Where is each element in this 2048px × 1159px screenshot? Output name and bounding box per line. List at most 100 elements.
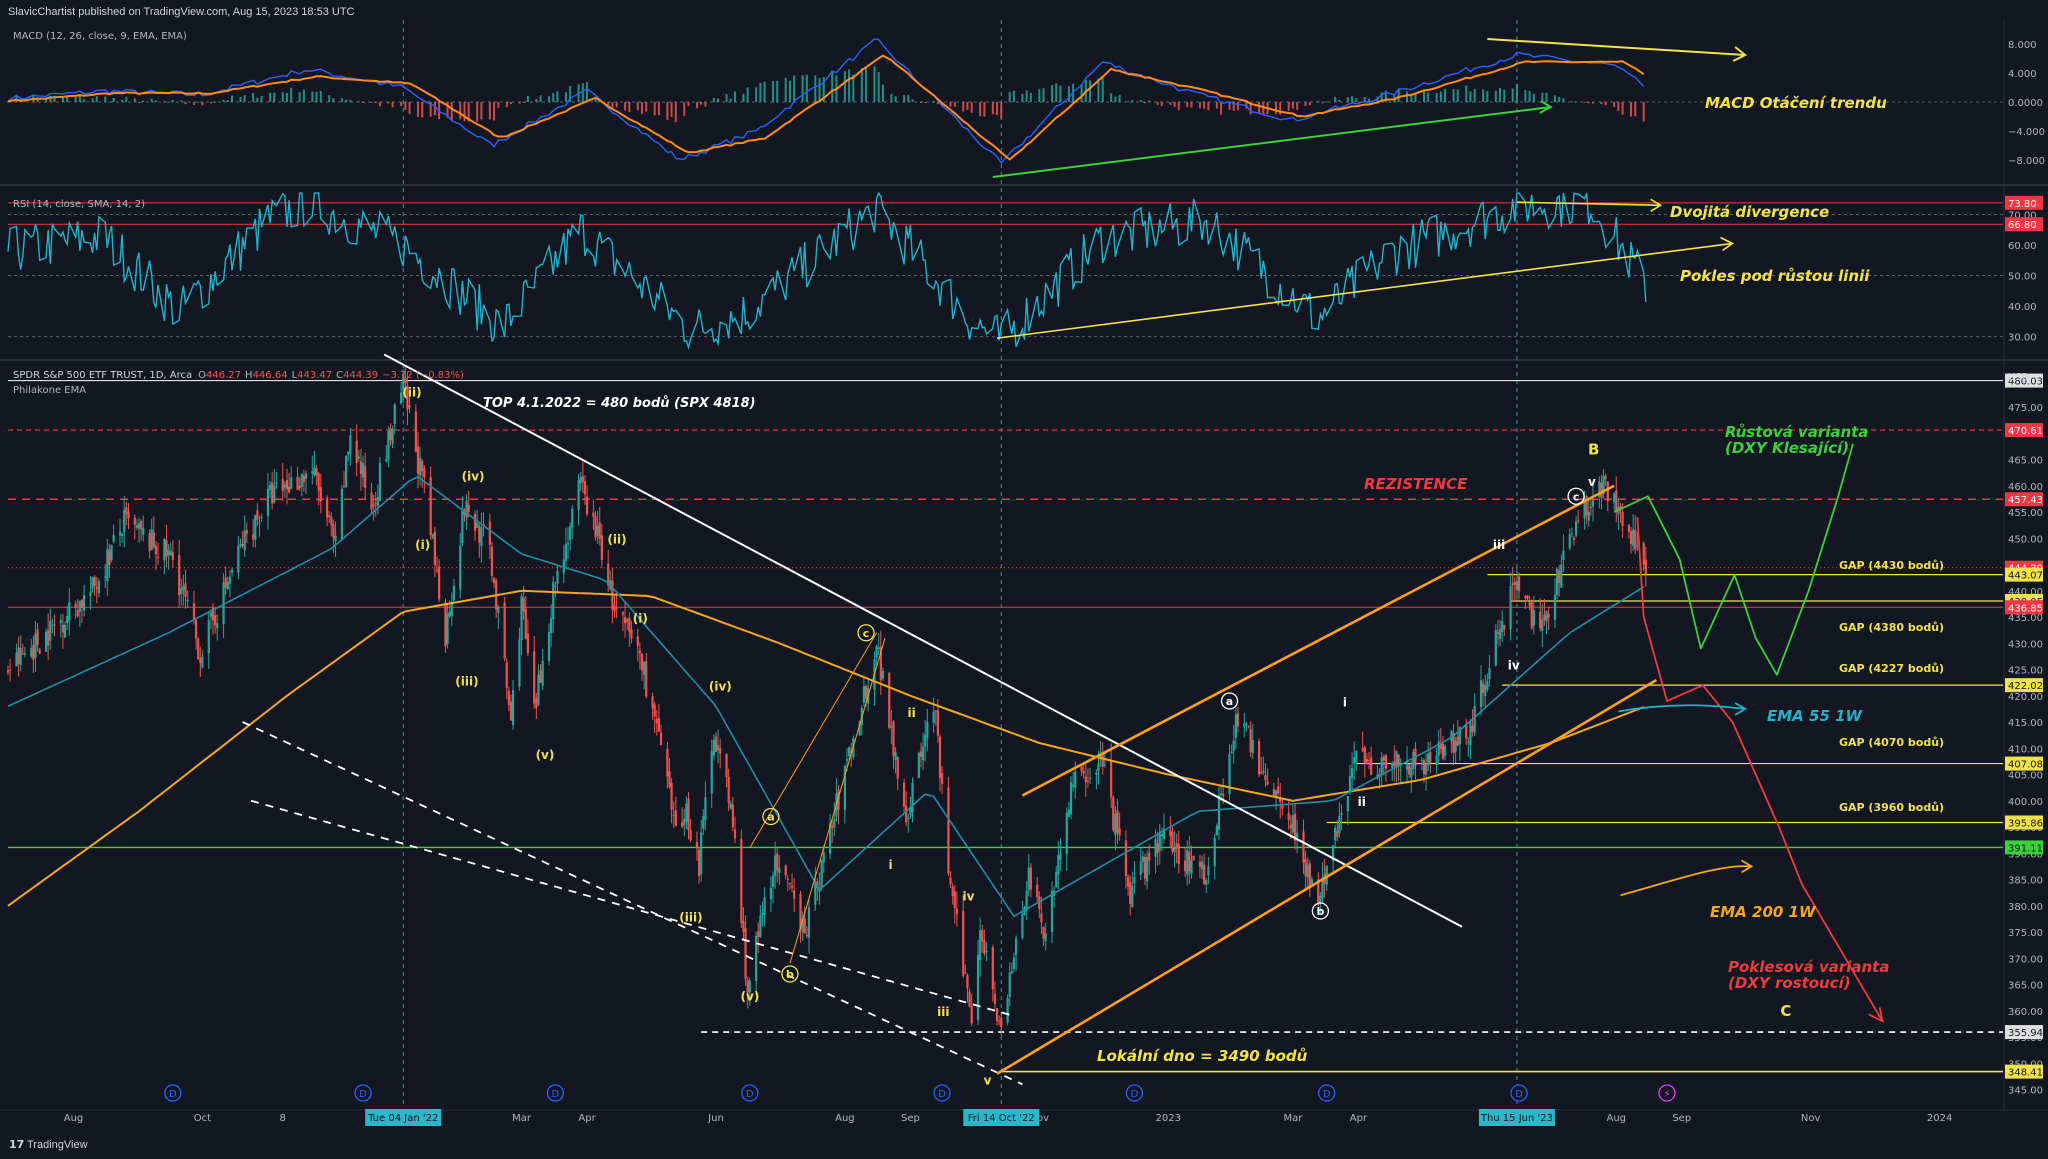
candle-body [626, 619, 629, 622]
macd-histogram-bar [877, 72, 880, 102]
candle-body [1317, 879, 1320, 906]
candle-body [1251, 739, 1254, 753]
candle-body [182, 586, 185, 590]
macd-histogram-bar [1131, 100, 1134, 102]
candle-body [848, 747, 851, 757]
macd-histogram-bar [1143, 102, 1146, 104]
candle-body [433, 531, 436, 566]
candle-body [947, 787, 950, 874]
candle-body [1029, 867, 1032, 890]
candle-body [970, 1005, 973, 1024]
macd-histogram-bar [201, 102, 204, 106]
candle-body [1243, 723, 1246, 727]
candle-body [786, 878, 789, 880]
wave-label: iv [962, 890, 974, 904]
macd-histogram-bar [421, 102, 424, 118]
macd-histogram-bar [209, 102, 212, 104]
candle-body [224, 577, 227, 588]
candle-body [666, 748, 669, 777]
macd-histogram-bar [746, 87, 749, 102]
candle-body [1281, 805, 1284, 809]
candle-body [340, 488, 344, 539]
macd-line [7, 38, 1645, 165]
macd-histogram-bar [1338, 100, 1341, 102]
candle-body [1302, 831, 1305, 863]
candle-body [831, 825, 834, 829]
time-axis-label: 8 [280, 1113, 286, 1124]
candle-body [998, 1020, 1001, 1022]
candle-body [1545, 610, 1548, 622]
candle-body [345, 455, 348, 488]
candle-body [964, 972, 967, 974]
candle-body [1503, 625, 1506, 630]
candle-body [230, 569, 234, 573]
candle-body [1427, 753, 1430, 766]
macd-histogram-bar [1422, 90, 1425, 102]
event-marker [354, 1084, 372, 1102]
macd-histogram-bar [1486, 91, 1489, 102]
candle-body [1498, 629, 1502, 639]
candle-body [1441, 744, 1445, 759]
candle-body [1175, 843, 1178, 850]
candle-body [357, 456, 360, 459]
candle-body [1274, 790, 1278, 798]
macd-histogram-bar [581, 83, 584, 102]
tv-icon: 17 [9, 1138, 24, 1151]
legend-low: 443.47 [297, 370, 332, 381]
wave-circle-label: b [1316, 905, 1324, 918]
rsi-badge-1: 66.80 [2008, 220, 2037, 231]
candle-body [1494, 630, 1497, 666]
time-axis-label: Aug [1606, 1113, 1626, 1124]
candle-body [1501, 621, 1504, 633]
candle-body [1156, 843, 1159, 853]
macd-histogram-bar [192, 102, 195, 105]
candle-body [93, 577, 96, 587]
price-tick-3: 455.00 [2008, 508, 2043, 519]
candle-body [290, 477, 293, 489]
tradingview-logo[interactable]: 17 TradingView [9, 1138, 88, 1151]
macd-histogram-bar [1089, 80, 1092, 102]
macd-histogram-bar [260, 95, 263, 102]
candle-body [1258, 740, 1261, 775]
macd-histogram-bar [1351, 96, 1354, 102]
macd-histogram-bar [222, 99, 225, 102]
event-marker [164, 1084, 182, 1102]
macd-histogram-bar [1524, 90, 1527, 102]
time-highlight-bg [365, 1109, 442, 1126]
macd-histogram-bar [996, 102, 999, 116]
candle-body [1572, 537, 1576, 540]
macd-histogram-bar [1469, 91, 1472, 102]
legend-close: 444.39 [343, 370, 378, 381]
macd-histogram-bar [949, 102, 952, 107]
macd-histogram-bar [1452, 89, 1455, 102]
candle-body [254, 515, 257, 540]
macd-histogram-bar [818, 77, 821, 102]
time-axis-label: 2024 [1927, 1113, 1952, 1124]
candle-body [1289, 824, 1292, 829]
macd-histogram-bar [670, 102, 673, 117]
macd-histogram-bar [497, 102, 500, 108]
price-tick-8: 430.00 [2008, 639, 2043, 650]
macd-histogram-bar [645, 102, 648, 112]
macd-histogram-bar [1367, 98, 1370, 102]
candle-body [36, 629, 39, 646]
candle-body [585, 496, 589, 515]
macd-histogram-bar [983, 102, 986, 117]
candle-body [668, 771, 671, 787]
macd-histogram-bar [142, 100, 145, 102]
candle-body [1072, 784, 1075, 787]
candle-body [302, 475, 305, 482]
candle-body [550, 618, 553, 633]
candle-body [1169, 829, 1172, 836]
candle-body [1325, 865, 1328, 885]
candle-body [1059, 852, 1062, 860]
candle-body [507, 690, 510, 705]
candle-body [1627, 524, 1631, 532]
candle-body [1422, 760, 1426, 775]
resistance-label: REZISTENCE [1364, 475, 1468, 493]
candle-body [1424, 764, 1428, 775]
macd-histogram-bar [788, 80, 791, 102]
candle-body [1429, 752, 1432, 763]
